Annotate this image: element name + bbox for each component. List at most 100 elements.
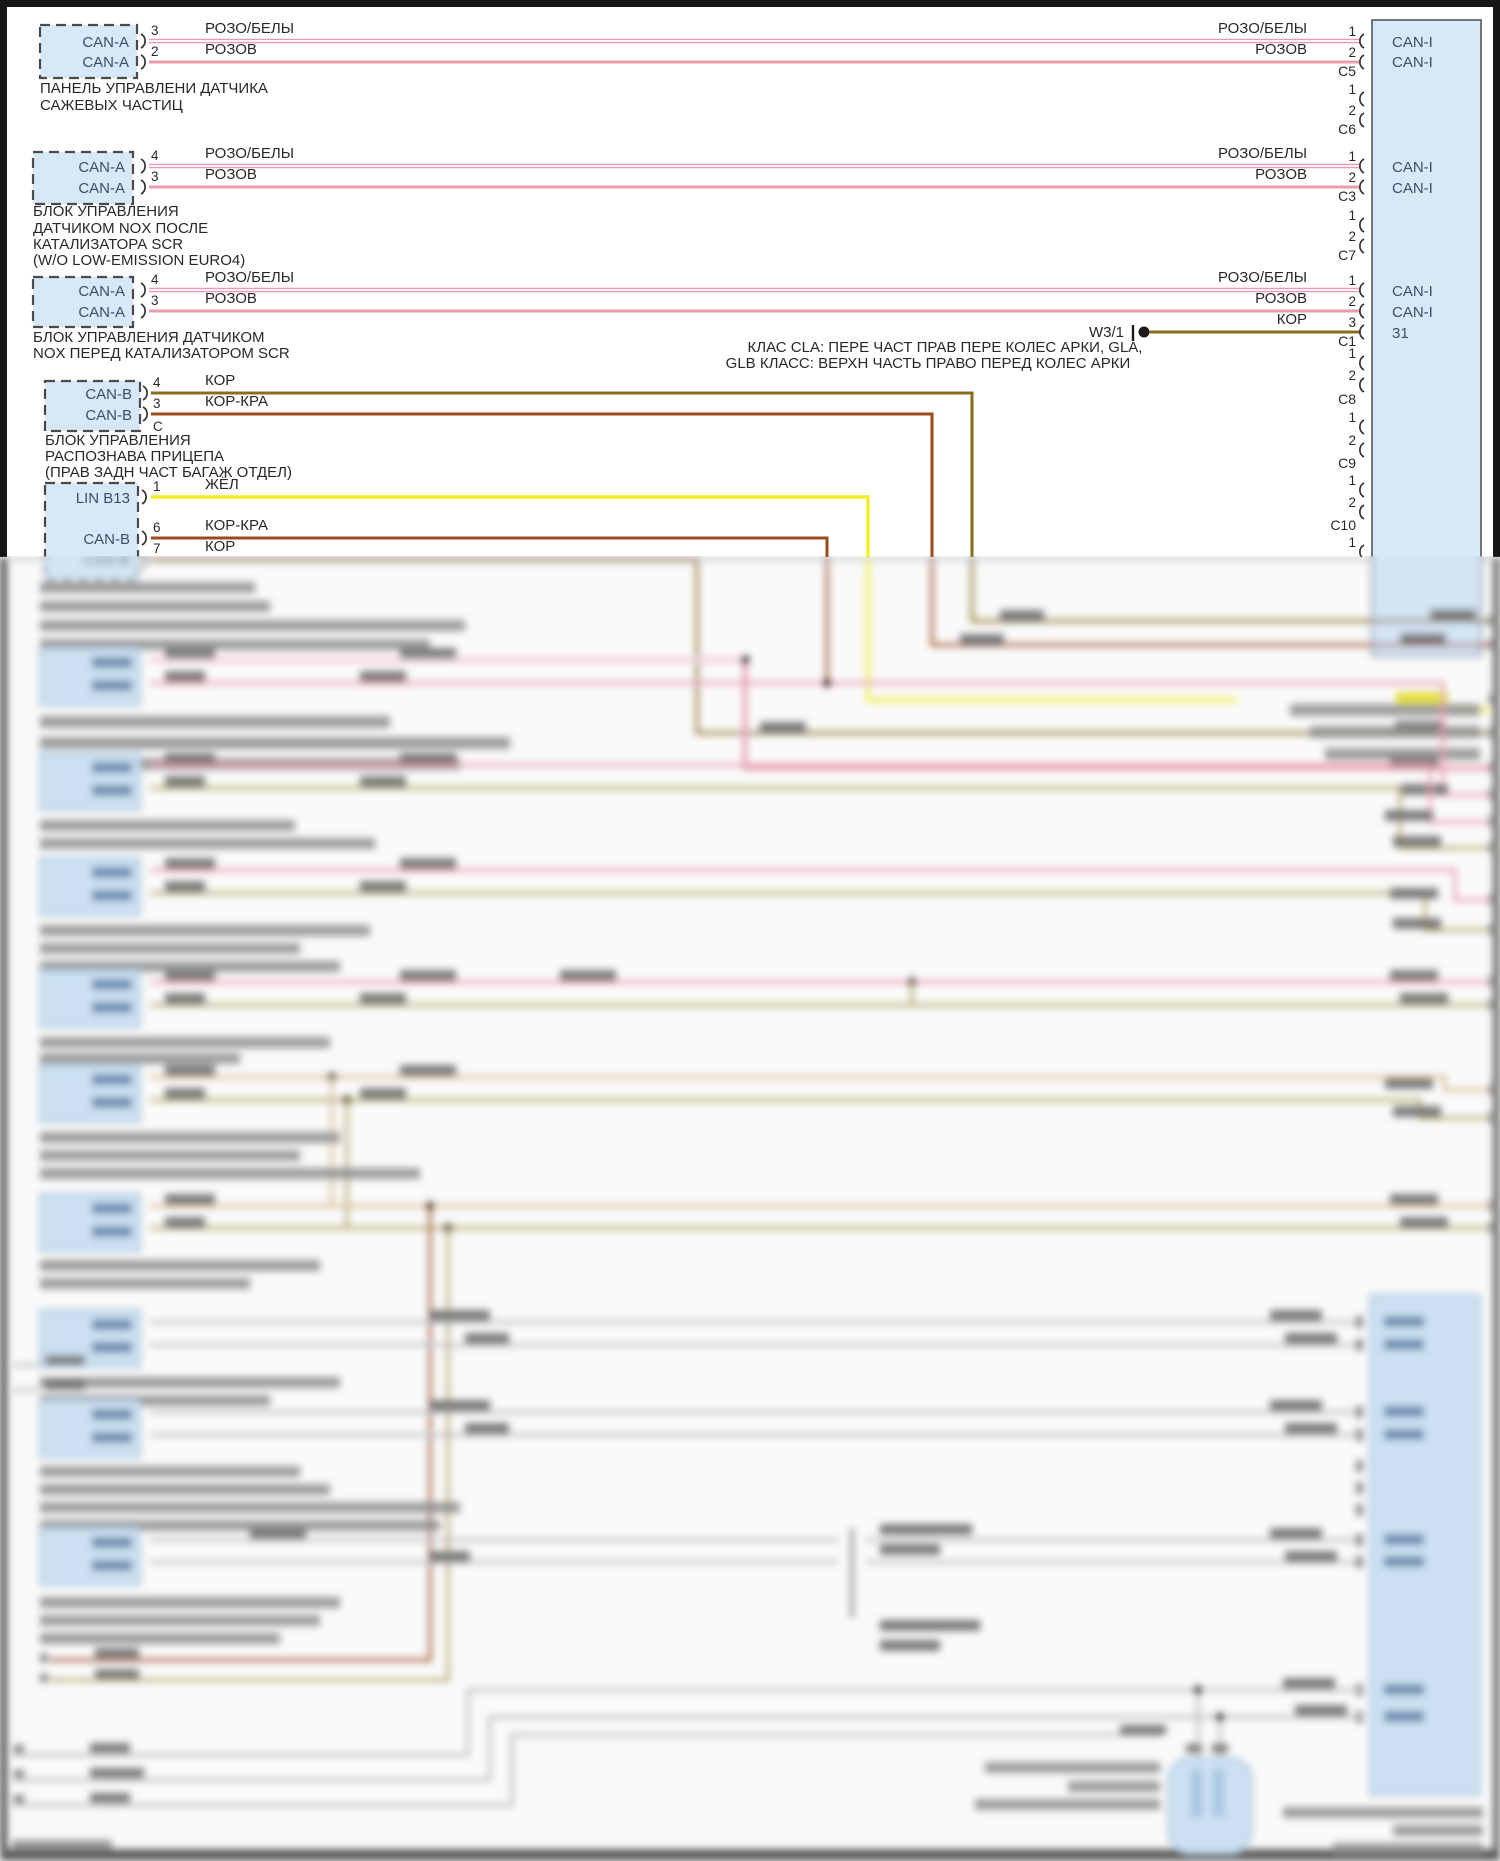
component-caption: САЖЕВЫХ ЧАСТИЦ [40, 97, 183, 114]
pin-number: 1 [1348, 410, 1356, 425]
connector-id: C6 [1338, 121, 1356, 137]
wire-color-label: КОР [205, 372, 235, 389]
component-soot-sensor-panel: CAN-A CAN-A 3 2 РОЗО/БЕЛЫ РОЗОВ ПАНЕЛЬ У… [38, 20, 1360, 114]
port-label: CAN-B [85, 407, 132, 424]
ground-w3-1: W3/1 [1089, 324, 1360, 341]
port-label: CAN-A [78, 304, 125, 321]
blurred-component-b4 [39, 969, 1490, 1064]
component-box [31, 275, 135, 329]
component-caption: БЛОК УПРАВЛЕНИЯ [33, 203, 179, 220]
pin-number: 1 [1348, 273, 1356, 288]
pin-number: 3 [1348, 315, 1356, 330]
blurred-component-b5 [39, 1064, 1490, 1228]
pin-number: 4 [151, 148, 159, 163]
pin-arc [142, 406, 148, 422]
pin-arc [1359, 179, 1365, 195]
pin-arc [1359, 33, 1365, 49]
wire-color-label: РОЗО/БЕЛЫ [1218, 20, 1307, 37]
wire-brown-red [151, 536, 829, 557]
pin-arc [140, 33, 146, 49]
pin-arc [141, 530, 147, 546]
right-ecu-pins: 1 2 C5 1 2 C6 1 2 C3 1 2 C7 1 2 3 C1 1 2… [1218, 20, 1433, 557]
wire-color-label: РОЗО/БЕЛЫ [1218, 145, 1307, 162]
blurred-component-b7 [12, 1309, 1362, 1406]
component-box [43, 379, 142, 433]
pin-arc [1359, 303, 1365, 319]
pin-arc [140, 282, 146, 298]
wire-color-label: РОЗО/БЕЛЫ [205, 20, 294, 37]
component-caption: РАСПОЗНАВА ПРИЦЕПА [45, 448, 224, 465]
pin-number: 3 [151, 23, 159, 38]
component-box [38, 23, 139, 80]
component-caption: БЛОК УПРАВЛЕНИЯ ДАТЧИКОМ [33, 329, 265, 346]
port-label: CAN-A [78, 283, 125, 300]
port-label: CAN-A [82, 34, 129, 51]
blurred-component-b3 [39, 857, 1490, 972]
page-border-top [0, 0, 1500, 7]
pin-arc [1359, 355, 1365, 371]
pin-arc [1359, 442, 1365, 458]
port-label: CAN-I [1392, 159, 1433, 176]
pin-number: 2 [1348, 45, 1356, 60]
connector-letter: C [153, 419, 163, 434]
component-caption: ПАНЕЛЬ УПРАВЛЕНИ ДАТЧИКА [40, 80, 268, 97]
pin-arc [1359, 504, 1365, 520]
right-ecu-box [1371, 19, 1482, 557]
blurred-component-b2 [39, 752, 1490, 850]
pin-number: 2 [1348, 294, 1356, 309]
connector-id: C10 [1330, 517, 1356, 533]
bottom-edge-wires [12, 1688, 1220, 1807]
port-label: LIN B13 [76, 490, 130, 507]
pin-number: 6 [153, 520, 161, 535]
port-label: CAN-B [83, 531, 130, 548]
wire-brown-red [151, 412, 934, 557]
pin-arc [1359, 238, 1365, 254]
component-caption: КАТАЛИЗАТОРА SCR [33, 236, 183, 253]
pin-number: 4 [151, 272, 159, 287]
pin-number: 3 [153, 396, 161, 411]
pin-number: 1 [153, 479, 161, 494]
wire-color-label: КОР [1277, 311, 1307, 328]
port-label: CAN-A [78, 180, 125, 197]
connector-id: C3 [1338, 188, 1356, 204]
ground-label: W3/1 [1089, 324, 1124, 341]
pin-arc [140, 54, 146, 70]
location-note: КЛАС CLA: ПЕРЕ ЧАСТ ПРАВ ПЕРЕ КОЛЕС АРКИ… [748, 339, 1143, 356]
descending-trunk-wires [825, 556, 1490, 712]
page-border-right [1493, 0, 1500, 557]
wire-yellow [151, 495, 870, 557]
sharp-section: CAN-A CAN-A 3 2 РОЗО/БЕЛЫ РОЗОВ ПАНЕЛЬ У… [0, 0, 1500, 557]
pin-arc [1359, 217, 1365, 233]
port-label: CAN-I [1392, 34, 1433, 51]
pin-number: 4 [153, 375, 161, 390]
pin-arc [142, 385, 148, 401]
pin-arc [1359, 54, 1365, 70]
port-label: CAN-I [1392, 283, 1433, 300]
pin-number: 1 [1348, 82, 1356, 97]
pin-number: 1 [1348, 149, 1356, 164]
wire-color-label: РОЗОВ [205, 41, 257, 58]
pin-arc [141, 489, 147, 505]
ground-dot-icon [1138, 326, 1150, 338]
blurred-caption-block [40, 582, 465, 650]
watermark-blurred [12, 1840, 112, 1849]
connector-id: C9 [1338, 455, 1356, 471]
port-label: CAN-I [1392, 180, 1433, 197]
port-label: 31 [1392, 325, 1409, 342]
blurred-component-b6 [39, 1193, 1490, 1289]
wire-color-label: РОЗОВ [205, 290, 257, 307]
component-caption: NOX ПЕРЕД КАТАЛИЗАТОРОМ SCR [33, 345, 290, 362]
pin-number: 1 [1348, 346, 1356, 361]
component-caption: БЛОК УПРАВЛЕНИЯ [45, 432, 191, 449]
pin-number: 1 [1348, 24, 1356, 39]
right-ecu-box-2 [1283, 1294, 1483, 1854]
port-label: CAN-A [82, 54, 129, 71]
pin-arc [1359, 419, 1365, 435]
pin-arc [1359, 377, 1365, 393]
pin-number: 2 [1348, 433, 1356, 448]
pin-number: 2 [1348, 368, 1356, 383]
blurred-component-b9 [39, 1524, 1362, 1651]
component-box [43, 481, 140, 557]
connector-id: C7 [1338, 247, 1356, 263]
location-note: GLB КЛАСС: ВЕРХН ЧАСТЬ ПРАВО ПЕРЕД КОЛЕС… [726, 355, 1131, 372]
